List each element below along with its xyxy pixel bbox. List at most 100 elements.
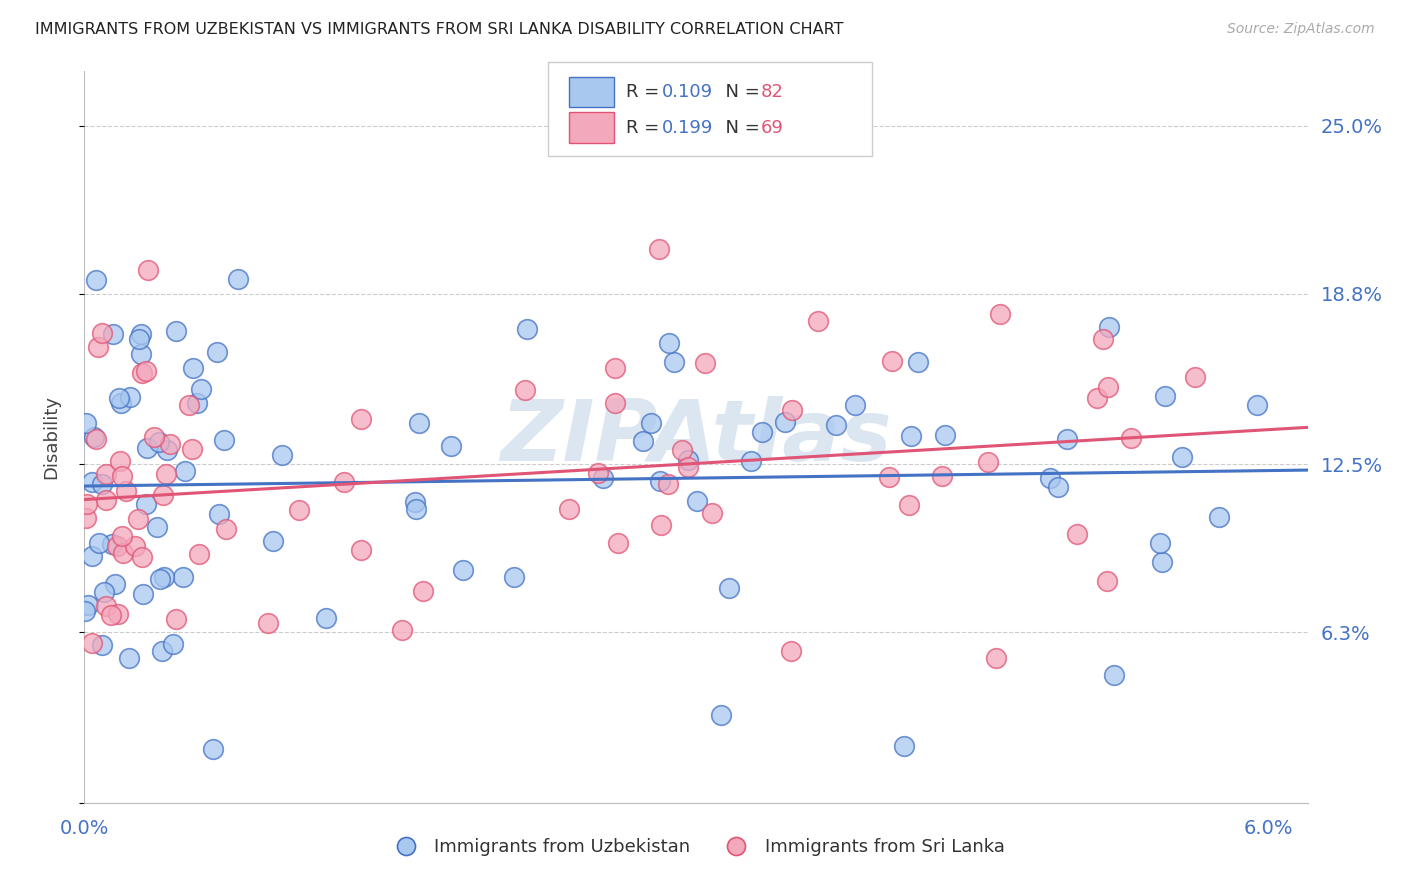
Point bbox=[131, 549, 153, 564]
Point bbox=[73, 603, 96, 617]
Point bbox=[202, 741, 225, 756]
Point bbox=[877, 470, 900, 484]
Point bbox=[101, 327, 124, 342]
Point bbox=[503, 570, 526, 584]
Point bbox=[349, 543, 371, 558]
Point bbox=[686, 493, 709, 508]
Point bbox=[650, 518, 672, 533]
Point bbox=[710, 707, 733, 722]
Point bbox=[149, 573, 172, 587]
Point bbox=[135, 364, 157, 378]
Point bbox=[662, 355, 685, 369]
Point bbox=[111, 529, 134, 543]
Text: 0.109: 0.109 bbox=[662, 83, 713, 101]
Point bbox=[592, 471, 614, 485]
Point bbox=[717, 581, 740, 595]
Point bbox=[984, 651, 1007, 665]
Point bbox=[440, 439, 463, 453]
Point bbox=[1102, 667, 1125, 681]
Point bbox=[775, 415, 797, 429]
Point bbox=[1066, 526, 1088, 541]
Point bbox=[1098, 320, 1121, 334]
Point bbox=[80, 549, 103, 563]
Point bbox=[671, 442, 693, 457]
Point bbox=[640, 416, 662, 430]
Point bbox=[129, 327, 152, 342]
Point bbox=[87, 536, 110, 550]
Text: N =: N = bbox=[714, 119, 766, 136]
Point bbox=[142, 430, 165, 444]
Text: 0.199: 0.199 bbox=[662, 119, 714, 136]
Point bbox=[181, 442, 204, 456]
Point bbox=[648, 475, 671, 489]
Point bbox=[148, 435, 170, 450]
Point bbox=[557, 501, 579, 516]
Point bbox=[131, 587, 153, 601]
Point bbox=[606, 536, 628, 550]
Point bbox=[118, 651, 141, 665]
Point bbox=[105, 540, 128, 554]
Point bbox=[900, 428, 922, 442]
Text: R =: R = bbox=[626, 119, 665, 136]
Point bbox=[93, 585, 115, 599]
Point bbox=[110, 453, 132, 467]
Point bbox=[515, 384, 537, 398]
Point bbox=[603, 396, 626, 410]
Point bbox=[1092, 332, 1115, 346]
Point bbox=[1171, 450, 1194, 465]
Point bbox=[114, 484, 136, 499]
Point bbox=[155, 467, 177, 481]
Point bbox=[212, 433, 235, 447]
Point bbox=[174, 464, 197, 478]
Point bbox=[146, 519, 169, 533]
Point bbox=[128, 332, 150, 346]
Point bbox=[988, 307, 1011, 321]
Point bbox=[405, 501, 427, 516]
Point bbox=[186, 396, 208, 410]
Point bbox=[124, 539, 146, 553]
Point bbox=[136, 441, 159, 455]
Point bbox=[215, 522, 238, 536]
Point bbox=[404, 494, 426, 508]
Point bbox=[882, 353, 904, 368]
Point bbox=[120, 390, 142, 404]
Point bbox=[412, 584, 434, 599]
Point bbox=[87, 340, 110, 354]
Point bbox=[907, 354, 929, 368]
Point bbox=[90, 639, 112, 653]
Point bbox=[77, 598, 100, 612]
Point bbox=[257, 615, 280, 630]
Point bbox=[205, 345, 228, 359]
Point bbox=[172, 570, 194, 584]
Point bbox=[1046, 480, 1069, 494]
Point bbox=[1246, 398, 1268, 412]
Point bbox=[977, 455, 1000, 469]
Point bbox=[408, 417, 430, 431]
Point bbox=[332, 475, 354, 490]
Point bbox=[162, 637, 184, 651]
Point bbox=[129, 346, 152, 360]
Point bbox=[80, 475, 103, 490]
Point bbox=[287, 503, 309, 517]
Point bbox=[159, 437, 181, 451]
Point bbox=[807, 314, 830, 328]
Point bbox=[740, 454, 762, 468]
Text: ZIPAtlas: ZIPAtlas bbox=[501, 395, 891, 479]
Point bbox=[94, 599, 117, 613]
Text: 69: 69 bbox=[761, 119, 783, 136]
Point bbox=[780, 402, 803, 417]
Point bbox=[605, 361, 627, 376]
Point bbox=[226, 272, 249, 286]
Point bbox=[94, 493, 117, 508]
Point bbox=[76, 496, 98, 510]
Point bbox=[676, 460, 699, 475]
Point bbox=[135, 497, 157, 511]
Point bbox=[1184, 370, 1206, 384]
Point bbox=[190, 383, 212, 397]
Point bbox=[84, 432, 107, 446]
Point bbox=[262, 534, 284, 549]
Point bbox=[693, 356, 716, 370]
Point bbox=[100, 537, 122, 551]
Point bbox=[165, 612, 187, 626]
Point bbox=[1154, 388, 1177, 402]
